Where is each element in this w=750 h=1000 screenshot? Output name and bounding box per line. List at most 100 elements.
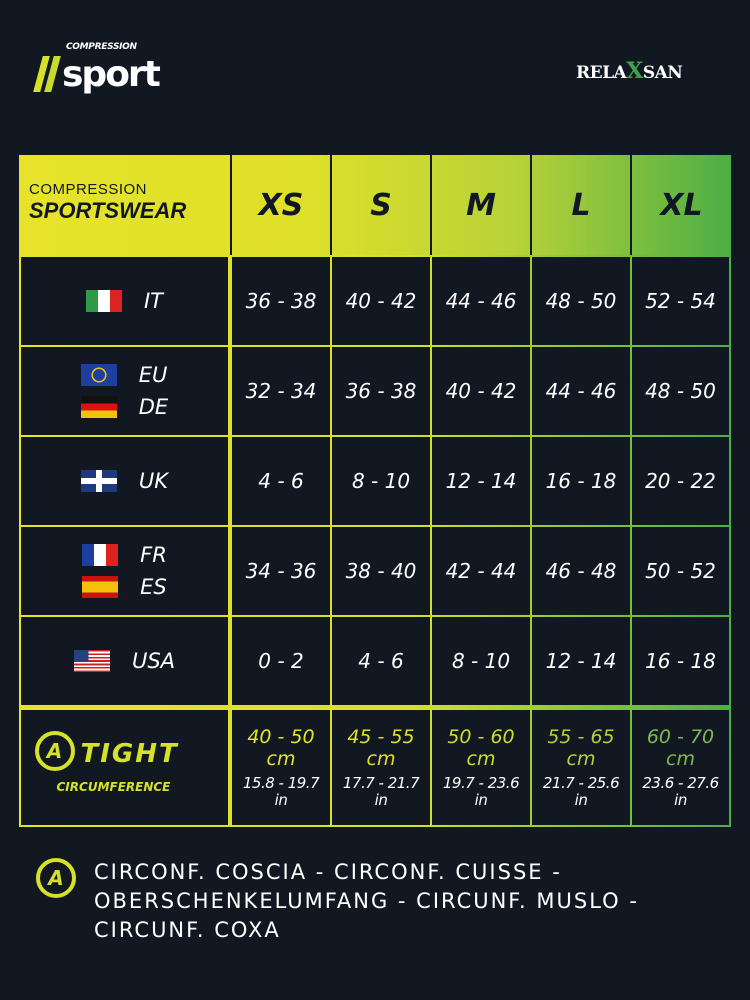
size-value: 4 - 6 <box>332 617 430 705</box>
circumference-label: CIRCUMFERENCE <box>56 779 171 794</box>
tight-cm-value: 60 - 70 <box>646 726 715 748</box>
country-code: FR <box>140 543 167 567</box>
tight-label-cell: A TIGHT CIRCUMFERENCE <box>21 710 228 825</box>
tight-value: 45 - 55 cm 17.7 - 21.7 in <box>332 710 430 825</box>
legend: A CIRCONF. COSCIA - CIRCONF. CUISSE - OB… <box>36 858 694 945</box>
tight-cm-unit: cm <box>466 748 496 770</box>
tight-value-group: 45 - 55 cm 17.7 - 21.7 in <box>342 726 420 809</box>
table-header: COMPRESSION SPORTSWEAR XS S M L XL <box>19 155 731 255</box>
size-header: XS <box>230 155 330 255</box>
size-value: 48 - 50 <box>632 347 729 435</box>
circle-a-icon: A <box>36 858 76 898</box>
tight-cm-value: 55 - 65 <box>547 726 615 748</box>
country-cell: IT <box>21 257 228 345</box>
tight-in: 21.7 - 25.6 in <box>542 774 620 809</box>
country-code: UK <box>138 469 169 493</box>
flag-italy-icon <box>85 290 122 312</box>
tight-cm-value: 50 - 60 <box>447 726 515 748</box>
flag-uk-icon <box>80 470 117 492</box>
tight-in-unit: in <box>474 791 488 809</box>
country-code: IT <box>143 289 164 313</box>
tight-cm-unit: cm <box>366 748 396 770</box>
logo-small-text: COMPRESSION <box>66 42 137 52</box>
size-header: XL <box>630 155 731 255</box>
tight-value: 40 - 50 cm 15.8 - 19.7 in <box>232 710 330 825</box>
size-value: 8 - 10 <box>432 617 530 705</box>
tight-label: TIGHT <box>80 738 179 769</box>
tight-value: 55 - 65 cm 21.7 - 25.6 in <box>532 710 630 825</box>
size-value: 52 - 54 <box>632 257 729 345</box>
tight-in-unit: in <box>674 791 687 809</box>
legend-text: CIRCONF. COSCIA - CIRCONF. CUISSE - OBER… <box>94 860 639 942</box>
circle-a-icon: A <box>34 730 75 771</box>
tight-in-unit: in <box>274 791 288 809</box>
size-header: M <box>430 155 530 255</box>
country-cell: USA <box>21 617 228 705</box>
tight-in: 19.7 - 23.6 in <box>442 774 520 809</box>
tight-label-group: A TIGHT CIRCUMFERENCE <box>34 730 215 805</box>
size-value: 34 - 36 <box>232 527 330 615</box>
tight-cm: 45 - 55 cm <box>343 726 419 770</box>
tight-cm-unit: cm <box>666 748 695 770</box>
tight-in: 23.6 - 27.6 in <box>642 774 719 809</box>
country-code: USA <box>131 649 176 673</box>
size-value: 40 - 42 <box>332 257 430 345</box>
tight-cm-value: 40 - 50 <box>247 726 315 748</box>
tight-in-value: 19.7 - 23.6 <box>442 774 520 792</box>
tight-cm: 50 - 60 cm <box>443 726 519 770</box>
size-value: 44 - 46 <box>532 347 630 435</box>
relaxsan-logo: RELAXSAN <box>576 58 683 84</box>
tight-value-group: 50 - 60 cm 19.7 - 23.6 in <box>442 726 520 809</box>
tight-in: 17.7 - 21.7 in <box>342 774 420 809</box>
tight-value-group: 60 - 70 cm 23.6 - 27.6 in <box>642 726 719 809</box>
size-value: 32 - 34 <box>232 347 330 435</box>
size-value: 4 - 6 <box>232 437 330 525</box>
logo-main-text: sport <box>62 54 161 95</box>
tight-in: 15.8 - 19.7 in <box>242 774 320 809</box>
country-code: DE <box>138 395 169 419</box>
tight-cm-unit: cm <box>266 748 296 770</box>
tight-cm: 60 - 70 cm <box>642 726 718 770</box>
size-value: 44 - 46 <box>432 257 530 345</box>
size-value: 42 - 44 <box>432 527 530 615</box>
tight-value: 60 - 70 cm 23.6 - 27.6 in <box>632 710 729 825</box>
size-chart-table: COMPRESSION SPORTSWEAR XS S M L XL IT 36 - 38… <box>19 155 731 827</box>
country-cell: FR ES <box>21 527 228 615</box>
size-value: 40 - 42 <box>432 347 530 435</box>
tight-in-value: 15.8 - 19.7 <box>242 774 320 792</box>
size-value: 20 - 22 <box>632 437 729 525</box>
flag-spain-icon <box>82 576 119 598</box>
country-code: EU <box>138 363 168 387</box>
size-header: S <box>330 155 430 255</box>
tight-in-unit: in <box>374 791 388 809</box>
country-code: ES <box>140 575 167 599</box>
tight-in-value: 21.7 - 25.6 <box>542 774 620 792</box>
tight-cm: 40 - 50 cm <box>243 726 319 770</box>
tight-value: 50 - 60 cm 19.7 - 23.6 in <box>432 710 530 825</box>
size-value: 12 - 14 <box>432 437 530 525</box>
flag-france-icon <box>82 544 119 566</box>
size-value: 36 - 38 <box>232 257 330 345</box>
tight-cm-value: 45 - 55 <box>347 726 415 748</box>
flag-usa-icon <box>73 650 110 672</box>
size-value: 12 - 14 <box>532 617 630 705</box>
tight-cm: 55 - 65 cm <box>543 726 619 770</box>
tight-value-group: 40 - 50 cm 15.8 - 19.7 in <box>242 726 320 809</box>
size-value: 50 - 52 <box>632 527 729 615</box>
size-value: 36 - 38 <box>332 347 430 435</box>
tight-in-value: 17.7 - 21.7 <box>342 774 420 792</box>
table-title: COMPRESSION SPORTSWEAR <box>29 181 187 223</box>
flag-eu-icon <box>80 364 117 386</box>
size-value: 16 - 18 <box>532 437 630 525</box>
separator <box>19 705 731 709</box>
country-cell: EU DE <box>21 347 228 435</box>
size-value: 0 - 2 <box>232 617 330 705</box>
compression-sport-logo: COMPRESSION sport <box>33 42 194 98</box>
size-value: 16 - 18 <box>632 617 729 705</box>
size-value: 38 - 40 <box>332 527 430 615</box>
size-value: 48 - 50 <box>532 257 630 345</box>
size-value: 8 - 10 <box>332 437 430 525</box>
tight-cm-unit: cm <box>566 748 596 770</box>
tight-in-value: 23.6 - 27.6 <box>642 774 719 792</box>
size-value: 46 - 48 <box>532 527 630 615</box>
